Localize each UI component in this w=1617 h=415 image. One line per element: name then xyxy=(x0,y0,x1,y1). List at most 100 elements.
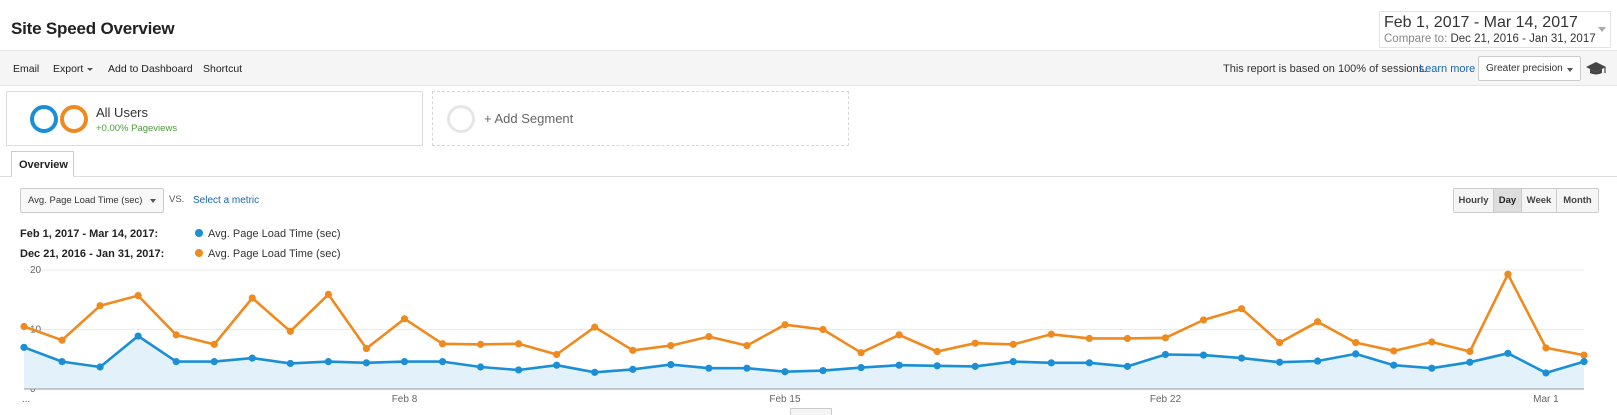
data-point xyxy=(1428,338,1436,346)
data-point xyxy=(857,363,865,372)
data-point xyxy=(58,358,66,366)
precision-dropdown[interactable]: Greater precision xyxy=(1478,56,1581,81)
data-point xyxy=(438,358,447,366)
add-segment-button[interactable]: + Add Segment xyxy=(432,91,849,146)
data-point xyxy=(1428,364,1436,372)
metric-dropdown[interactable]: Avg. Page Load Time (sec) xyxy=(20,188,164,213)
data-point xyxy=(895,361,903,369)
data-point xyxy=(1009,358,1017,366)
x-tick-label: Feb 8 xyxy=(392,394,418,405)
data-point xyxy=(971,362,979,370)
add-to-dashboard-button[interactable]: Add to Dashboard xyxy=(108,63,193,75)
data-point xyxy=(476,363,485,371)
data-point xyxy=(1390,361,1398,369)
series-line xyxy=(23,334,1585,375)
data-point xyxy=(1237,305,1246,313)
legend-current: Feb 1, 2017 - Mar 14, 2017: Avg. Page Loa… xyxy=(20,228,340,240)
data-point xyxy=(172,331,180,339)
data-point xyxy=(1199,316,1208,324)
data-point xyxy=(857,349,865,357)
precision-label: Greater precision xyxy=(1486,63,1563,74)
data-point xyxy=(1161,334,1170,342)
legend-current-dot xyxy=(195,229,203,238)
date-range-text: Feb 1, 2017 - Mar 14, 2017 xyxy=(1384,14,1578,31)
chevron-down-icon xyxy=(1567,68,1573,72)
data-point xyxy=(1276,358,1284,366)
data-point xyxy=(438,340,447,348)
data-point xyxy=(1085,359,1093,367)
segment-all-users[interactable]: All Users +0.00% Pageviews xyxy=(6,91,423,146)
data-point xyxy=(362,344,371,353)
compare-range-text: Compare to: Dec 21, 2016 - Jan 31, 2017 xyxy=(1384,33,1596,45)
page-title: Site Speed Overview xyxy=(11,19,175,38)
data-point xyxy=(1466,358,1474,366)
data-point xyxy=(96,302,104,310)
data-point xyxy=(324,290,332,298)
data-point xyxy=(1276,338,1284,347)
chevron-down-icon xyxy=(87,67,94,71)
tab-overview[interactable]: Overview xyxy=(11,151,74,177)
select-metric-link[interactable]: Select a metric xyxy=(193,195,260,206)
data-point xyxy=(705,364,713,372)
data-point xyxy=(629,365,637,373)
data-point xyxy=(1123,334,1132,343)
data-point xyxy=(743,364,751,372)
data-point xyxy=(933,347,941,356)
data-point xyxy=(1352,350,1360,358)
shortcut-button[interactable]: Shortcut xyxy=(203,63,243,75)
segment-rings-icon xyxy=(30,105,88,133)
date-range-picker[interactable]: Feb 1, 2017 - Mar 14, 2017 Compare to: D… xyxy=(1379,11,1611,48)
data-point xyxy=(1047,330,1055,338)
granularity-day-button[interactable]: Day xyxy=(1494,189,1522,212)
chart-expand-handle[interactable] xyxy=(790,408,832,415)
data-point xyxy=(248,294,256,302)
compare-range: Dec 21, 2016 - Jan 31, 2017 xyxy=(1450,33,1596,45)
data-point xyxy=(134,332,142,340)
data-point xyxy=(1580,351,1588,359)
data-point xyxy=(1352,338,1360,347)
export-button[interactable]: Export xyxy=(53,63,94,75)
data-point xyxy=(553,361,561,369)
metric-label: Avg. Page Load Time (sec) xyxy=(28,195,143,206)
data-point xyxy=(1542,344,1550,352)
data-point xyxy=(667,361,675,369)
x-tick-label: Feb 15 xyxy=(769,394,801,405)
series-area-fill xyxy=(24,336,1584,389)
legend-current-metric: Avg. Page Load Time (sec) xyxy=(208,228,341,240)
data-point xyxy=(286,327,294,335)
email-button[interactable]: Email xyxy=(13,63,40,75)
empty-segment-icon xyxy=(447,105,475,133)
data-point xyxy=(1580,358,1588,366)
legend-current-date: Feb 1, 2017 - Mar 14, 2017: xyxy=(20,228,159,240)
data-point xyxy=(1237,354,1246,362)
segment-subtitle: +0.00% Pageviews xyxy=(96,123,178,134)
report-toolbar: Email Export Add to Dashboard Shortcut T… xyxy=(0,50,1617,86)
sampling-note: This report is based on 100% of sessions… xyxy=(1223,63,1428,75)
data-point xyxy=(1314,357,1322,365)
data-point xyxy=(210,340,218,348)
data-point xyxy=(1123,362,1132,370)
data-point xyxy=(1199,351,1208,359)
data-point xyxy=(591,368,599,376)
data-point xyxy=(1504,270,1512,278)
y-tick-label: 20 xyxy=(30,265,42,276)
learn-more-link[interactable]: Learn more xyxy=(1419,63,1476,75)
granularity-week-button[interactable]: Week xyxy=(1522,189,1557,212)
data-point xyxy=(553,350,561,359)
data-point xyxy=(629,346,637,354)
granularity-hourly-button[interactable]: Hourly xyxy=(1454,189,1494,212)
data-point xyxy=(96,363,104,371)
data-point xyxy=(248,354,256,362)
data-point xyxy=(781,321,789,329)
granularity-month-button[interactable]: Month xyxy=(1557,189,1598,212)
data-point xyxy=(667,341,675,350)
graduation-cap-icon[interactable] xyxy=(1585,61,1607,77)
data-point xyxy=(1314,318,1322,326)
data-point xyxy=(1009,340,1017,348)
granularity-toggle: Hourly Day Week Month xyxy=(1453,188,1599,213)
data-point xyxy=(58,336,66,344)
data-point xyxy=(1390,347,1398,355)
x-tick-label: Feb 22 xyxy=(1150,394,1182,405)
data-point xyxy=(324,358,332,366)
